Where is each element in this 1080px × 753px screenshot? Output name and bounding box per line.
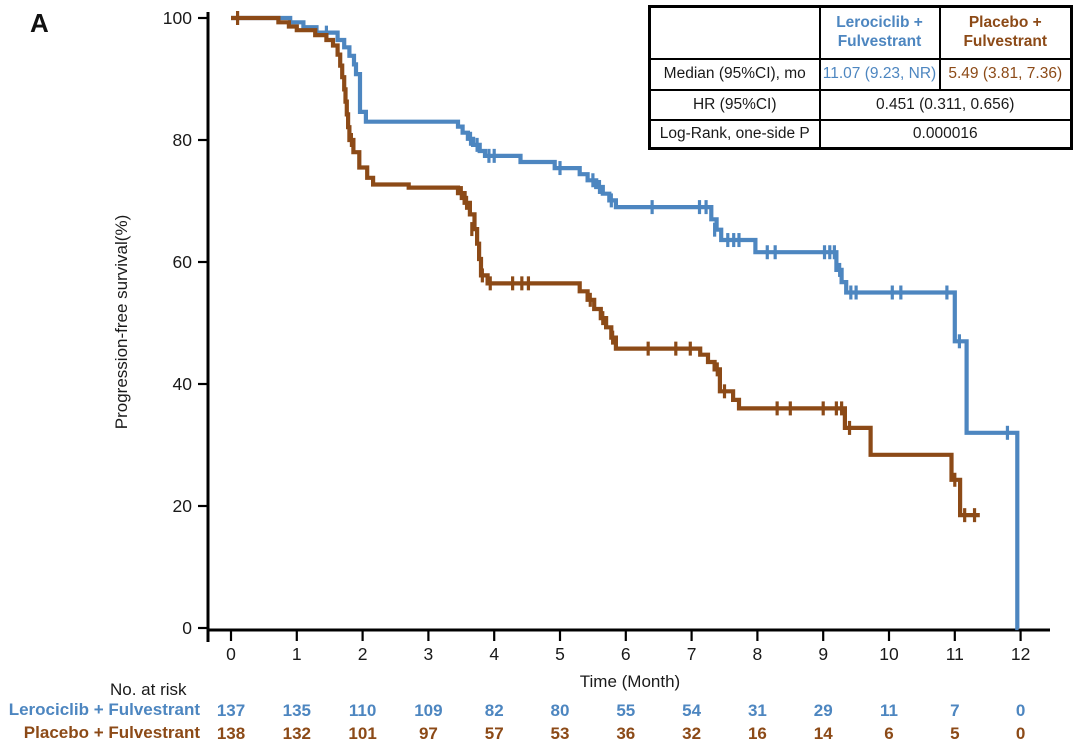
y-tick-label: 0 bbox=[182, 618, 192, 638]
x-tick-label: 8 bbox=[753, 644, 763, 664]
y-tick-label: 100 bbox=[163, 8, 192, 28]
y-tick-label: 20 bbox=[173, 496, 193, 516]
hr-label: HR (95%CI) bbox=[648, 88, 821, 121]
stats-header-placebo: Placebo + Fulvestrant bbox=[938, 5, 1073, 60]
stats-row-hr: HR (95%CI) 0.451 (0.311, 0.656) bbox=[648, 88, 1073, 121]
x-tick-label: 4 bbox=[489, 644, 499, 664]
x-tick-label: 3 bbox=[424, 644, 434, 664]
stats-row-logrank: Log-Rank, one-side P 0.000016 bbox=[648, 118, 1073, 150]
risk-count: 6 bbox=[884, 724, 893, 743]
median-lerociclib-value: 11.07 (9.23, NR) bbox=[818, 57, 941, 91]
risk-count: 14 bbox=[814, 724, 833, 743]
x-tick-label: 5 bbox=[555, 644, 565, 664]
stats-table: Lerociclib + Fulvestrant Placebo + Fulve… bbox=[648, 5, 1073, 150]
risk-count: 57 bbox=[485, 724, 504, 743]
risk-count: 135 bbox=[283, 701, 311, 720]
risk-count: 0 bbox=[1016, 724, 1025, 743]
y-axis-label: Progression-free survival(%) bbox=[112, 214, 131, 430]
y-tick-label: 60 bbox=[173, 252, 193, 272]
km-curve-lerociclib bbox=[231, 15, 1020, 631]
risk-count: 132 bbox=[283, 724, 311, 743]
x-tick-label: 10 bbox=[879, 644, 899, 664]
risk-count: 11 bbox=[880, 701, 898, 720]
risk-count: 32 bbox=[682, 724, 701, 743]
x-tick-label: 0 bbox=[226, 644, 236, 664]
x-tick-label: 12 bbox=[1011, 644, 1030, 664]
risk-count: 7 bbox=[950, 701, 959, 720]
stats-header-lerociclib: Lerociclib + Fulvestrant bbox=[818, 5, 941, 60]
median-label: Median (95%CI), mo bbox=[648, 57, 821, 91]
risk-count: 36 bbox=[616, 724, 635, 743]
risk-count: 31 bbox=[748, 701, 767, 720]
stats-header-empty bbox=[648, 5, 821, 60]
x-tick-label: 1 bbox=[292, 644, 302, 664]
risk-count: 53 bbox=[551, 724, 570, 743]
risk-count: 97 bbox=[419, 724, 438, 743]
y-tick-label: 80 bbox=[173, 130, 193, 150]
risk-count: 0 bbox=[1016, 701, 1025, 720]
risk-count: 137 bbox=[217, 701, 245, 720]
x-tick-label: 6 bbox=[621, 644, 631, 664]
risk-row-label-lerociclib: Lerociclib + Fulvestrant bbox=[8, 700, 200, 719]
risk-table-title: No. at risk bbox=[110, 680, 187, 699]
x-tick-label: 9 bbox=[818, 644, 828, 664]
risk-count: 101 bbox=[348, 724, 376, 743]
risk-count: 110 bbox=[349, 701, 376, 720]
logrank-label: Log-Rank, one-side P bbox=[648, 118, 821, 150]
risk-count: 82 bbox=[485, 701, 504, 720]
median-placebo-value: 5.49 (3.81, 7.36) bbox=[938, 57, 1073, 91]
x-axis-label: Time (Month) bbox=[579, 672, 681, 691]
risk-count: 109 bbox=[414, 701, 442, 720]
x-tick-label: 2 bbox=[358, 644, 368, 664]
stats-row-median: Median (95%CI), mo 11.07 (9.23, NR) 5.49… bbox=[648, 57, 1073, 91]
risk-count: 16 bbox=[748, 724, 767, 743]
km-curve-placebo bbox=[231, 15, 980, 518]
risk-count: 55 bbox=[616, 701, 635, 720]
y-tick-label: 40 bbox=[173, 374, 193, 394]
x-tick-label: 11 bbox=[946, 644, 964, 664]
stats-header-row: Lerociclib + Fulvestrant Placebo + Fulve… bbox=[648, 5, 1073, 60]
x-tick-label: 7 bbox=[687, 644, 697, 664]
hr-value: 0.451 (0.311, 0.656) bbox=[818, 88, 1073, 121]
risk-count: 29 bbox=[814, 701, 833, 720]
risk-count: 54 bbox=[682, 701, 701, 720]
risk-row-label-placebo: Placebo + Fulvestrant bbox=[23, 723, 200, 742]
logrank-value: 0.000016 bbox=[818, 118, 1073, 150]
risk-count: 138 bbox=[217, 724, 245, 743]
panel-label: A bbox=[30, 8, 49, 38]
risk-count: 5 bbox=[950, 724, 959, 743]
risk-count: 80 bbox=[551, 701, 570, 720]
